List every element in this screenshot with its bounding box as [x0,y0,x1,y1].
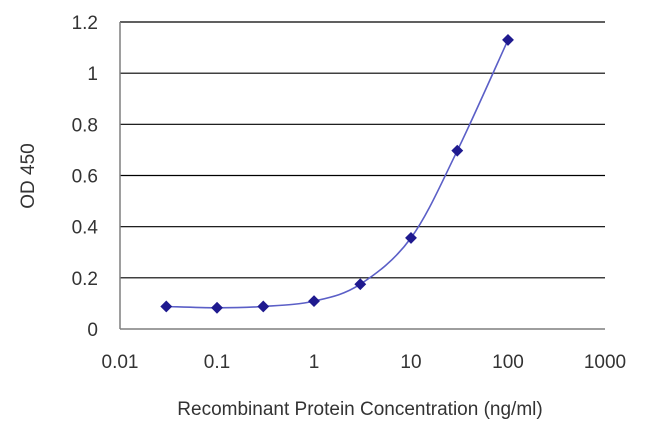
y-tick-label-3: 0.6 [72,167,98,188]
data-point-4 [354,278,367,291]
x-tick-label-1: 0.1 [204,352,230,373]
x-tick-label-3: 10 [400,352,421,373]
y-tick-labels: 0 0.2 0.4 0.6 0.8 1 1.2 [72,13,99,341]
y-tick-label-1: 0.2 [72,269,98,290]
fitted-curve [166,39,509,309]
y-tick-label-2: 0.4 [72,218,99,239]
data-point-3 [308,295,320,308]
data-point-1 [211,301,223,314]
plot-axes [119,22,605,330]
data-point-2 [257,300,270,313]
x-tick-label-2: 1 [309,352,320,373]
data-point-7 [502,33,514,46]
x-tick-labels: 0.01 0.1 1 10 100 1000 [102,352,627,373]
y-tick-label-0: 0 [87,320,98,341]
grid-lines [120,21,605,279]
series-line [166,39,509,309]
x-tick-label-0: 0.01 [102,352,139,373]
y-axis-title: OD 450 [18,143,39,208]
data-point-0 [160,300,173,313]
data-point-6 [451,144,464,157]
y-tick-label-6: 1.2 [72,13,98,34]
data-point-5 [405,231,417,244]
x-tick-label-5: 1000 [584,352,626,373]
y-tick-label-4: 0.8 [72,115,98,136]
y-tick-label-5: 1 [87,64,98,85]
data-points [160,33,514,314]
x-tick-label-4: 100 [492,352,524,373]
x-axis-title: Recombinant Protein Concentration (ng/ml… [177,399,542,420]
